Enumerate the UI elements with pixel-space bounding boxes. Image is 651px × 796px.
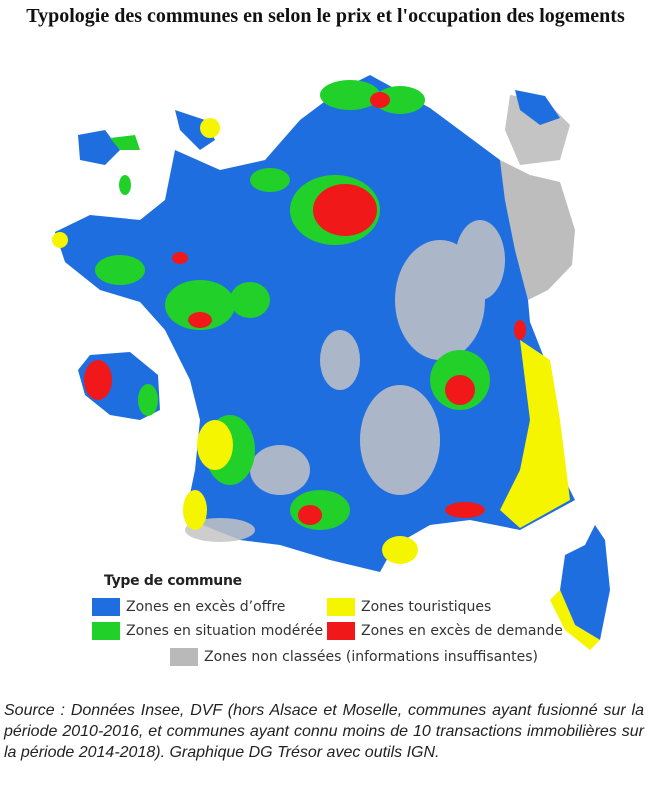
- legend-label: Zones en excès d’offre: [126, 599, 286, 615]
- legend-item: Zones non classées (informations insuffi…: [170, 648, 538, 666]
- map-title: Typologie des communes en selon le prix …: [0, 4, 651, 29]
- map: [52, 75, 610, 650]
- legend-swatch: [92, 622, 120, 640]
- legend-label: Zones en situation modérée: [126, 623, 324, 639]
- legend-item: Zones touristiques: [327, 598, 491, 616]
- guyane-coast: [515, 90, 560, 125]
- guadeloupe-east: [110, 135, 140, 150]
- corsica: [560, 525, 610, 640]
- title-text: Typologie des communes en selon le prix …: [26, 5, 625, 27]
- legend-swatch: [327, 622, 355, 640]
- reunion-red: [84, 360, 112, 400]
- mayotte: [119, 175, 131, 195]
- legend-swatch: [92, 598, 120, 616]
- legend-item: Zones en excès d’offre: [92, 598, 285, 616]
- martinique-yellow: [200, 118, 220, 138]
- reunion-green: [138, 384, 158, 416]
- legend-swatch: [327, 598, 355, 616]
- legend-item: Zones en situation modérée: [92, 622, 323, 640]
- legend-swatch: [170, 648, 198, 666]
- yellow-patches: [52, 232, 570, 564]
- source-caption: Source : Données Insee, DVF (hors Alsace…: [4, 702, 644, 761]
- legend-label: Zones non classées (informations insuffi…: [204, 649, 538, 665]
- legend-label: Zones touristiques: [361, 599, 492, 615]
- region-grey: [500, 160, 575, 300]
- legend-label: Zones en excès de demande: [361, 623, 563, 639]
- mainland: [55, 75, 575, 572]
- legend-item: Zones en excès de demande: [327, 622, 563, 640]
- red-patches: [172, 92, 526, 525]
- legend-title: Type de commune: [104, 573, 242, 589]
- corsica-coast: [550, 590, 600, 650]
- grey-patches: [185, 220, 505, 542]
- guadeloupe: [78, 130, 120, 165]
